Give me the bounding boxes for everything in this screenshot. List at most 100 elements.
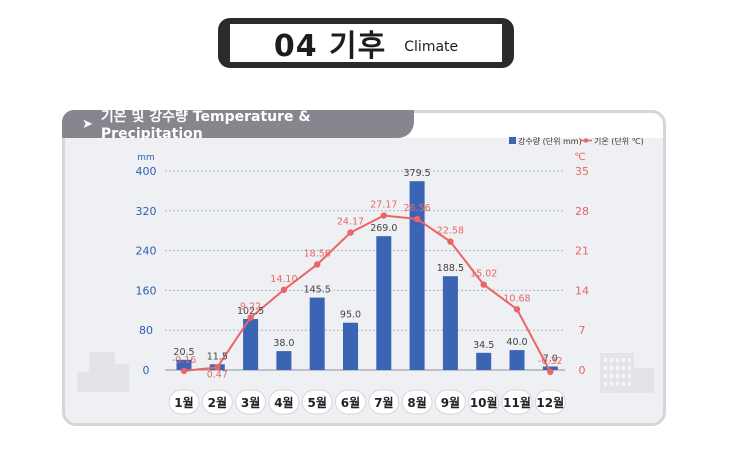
precipitation-value-label: 11.5 bbox=[207, 351, 228, 362]
right-axis-tick-label: 14 bbox=[575, 284, 589, 297]
temperature-point bbox=[380, 212, 387, 219]
building-window bbox=[604, 382, 607, 386]
building-window bbox=[610, 374, 613, 378]
month-pill bbox=[401, 389, 433, 415]
precipitation-value-label: 379.5 bbox=[403, 168, 430, 179]
month-pill bbox=[268, 389, 300, 415]
building-window bbox=[628, 358, 631, 362]
building-window bbox=[628, 366, 631, 370]
precipitation-value-label: 38.0 bbox=[273, 338, 294, 349]
month-label: 4월 bbox=[274, 395, 293, 410]
section-subtitle: Climate bbox=[404, 39, 459, 55]
building-window bbox=[604, 374, 607, 378]
left-axis-tick-label: 80 bbox=[139, 324, 153, 337]
month-label: 1월 bbox=[174, 395, 193, 410]
building-window bbox=[604, 358, 607, 362]
month-label: 8월 bbox=[407, 395, 426, 410]
right-axis-tick-label: 35 bbox=[575, 165, 589, 178]
temperature-value-label: 18.56 bbox=[304, 248, 331, 259]
chart-panel-title: 기온 및 강수량 Temperature & Precipitation bbox=[100, 109, 311, 142]
temperature-value-label: -0.32 bbox=[538, 356, 563, 367]
section-header-inner: 04 기후 Climate bbox=[230, 24, 502, 64]
building-window bbox=[622, 366, 625, 370]
temperature-value-label: 22.58 bbox=[437, 226, 464, 237]
precipitation-bar bbox=[542, 366, 558, 370]
month-label: 9월 bbox=[441, 395, 460, 410]
month-pill bbox=[501, 389, 533, 415]
temperature-value-label: 10.68 bbox=[503, 293, 530, 304]
building-window bbox=[616, 366, 619, 370]
building-decoration bbox=[77, 372, 89, 392]
left-axis-tick-label: 400 bbox=[136, 165, 157, 178]
temperature-point bbox=[513, 306, 521, 313]
precipitation-bar bbox=[276, 351, 292, 370]
right-axis-tick-label: 0 bbox=[579, 364, 586, 377]
right-axis-tick-label: 7 bbox=[579, 324, 586, 337]
legend-precipitation-label: 강수량 (단위 mm) bbox=[518, 136, 582, 146]
month-label: 5월 bbox=[308, 395, 327, 410]
building-window bbox=[628, 374, 631, 378]
precipitation-bar bbox=[176, 359, 192, 370]
building-decoration bbox=[634, 368, 654, 393]
temperature-point bbox=[447, 238, 454, 245]
left-axis-tick-label: 240 bbox=[136, 245, 157, 258]
precipitation-bar bbox=[243, 319, 259, 370]
right-axis-unit: ℃ bbox=[574, 152, 585, 163]
temperature-point bbox=[280, 286, 288, 294]
precipitation-value-label: 40.0 bbox=[506, 337, 527, 348]
month-pill bbox=[168, 389, 200, 415]
legend-temperature-label: 기온 (단위 ℃) bbox=[594, 136, 644, 146]
precipitation-value-label: 7.0 bbox=[543, 354, 558, 365]
month-label: 11월 bbox=[503, 395, 531, 410]
precipitation-bar bbox=[409, 181, 425, 370]
precipitation-bar bbox=[442, 276, 458, 370]
precipitation-value-label: 145.5 bbox=[304, 285, 331, 296]
building-window bbox=[622, 382, 625, 386]
month-label: 12월 bbox=[536, 395, 564, 410]
month-label: 2월 bbox=[208, 395, 227, 410]
navigation-arrow-icon: ➤ bbox=[82, 116, 93, 132]
left-axis-tick-label: 0 bbox=[143, 364, 150, 377]
building-decoration bbox=[115, 364, 129, 392]
chart-panel-background bbox=[65, 138, 663, 423]
temperature-value-label: 26.56 bbox=[403, 203, 430, 214]
month-pill bbox=[534, 389, 566, 415]
building-window bbox=[616, 374, 619, 378]
legend-line-marker bbox=[583, 138, 589, 143]
temperature-line bbox=[183, 214, 552, 373]
precipitation-value-label: 188.5 bbox=[437, 263, 464, 274]
building-window bbox=[610, 382, 613, 386]
temperature-value-label: 9.22 bbox=[240, 302, 261, 313]
right-axis-tick-label: 21 bbox=[575, 245, 589, 258]
month-pill bbox=[434, 389, 466, 415]
precipitation-value-label: 102.5 bbox=[237, 306, 264, 317]
month-pill bbox=[301, 389, 333, 415]
precipitation-bar bbox=[509, 350, 525, 370]
month-label: 6월 bbox=[341, 395, 360, 410]
building-window bbox=[616, 358, 619, 362]
temperature-point bbox=[480, 281, 487, 288]
temperature-point bbox=[547, 368, 554, 376]
temperature-point bbox=[180, 367, 188, 375]
building-window bbox=[616, 382, 619, 386]
building-decoration bbox=[89, 352, 115, 392]
temperature-value-label: 0.47 bbox=[207, 369, 228, 380]
precipitation-value-label: 269.0 bbox=[370, 223, 397, 234]
left-axis-tick-label: 320 bbox=[136, 205, 157, 218]
building-window bbox=[622, 358, 625, 362]
temperature-point bbox=[413, 215, 421, 223]
temperature-value-label: 24.17 bbox=[337, 217, 364, 228]
precipitation-bar bbox=[376, 236, 392, 370]
building-window bbox=[628, 382, 631, 386]
building-window bbox=[610, 366, 613, 370]
month-pill bbox=[368, 389, 400, 415]
chart-panel-tab: ➤ 기온 및 강수량 Temperature & Precipitation bbox=[62, 109, 414, 142]
precipitation-value-label: 95.0 bbox=[340, 310, 361, 321]
building-window bbox=[604, 366, 607, 370]
right-axis-tick-label: 28 bbox=[575, 205, 589, 218]
precipitation-bar bbox=[309, 297, 325, 370]
month-label: 7월 bbox=[374, 395, 393, 410]
temperature-point bbox=[314, 261, 321, 268]
building-window bbox=[622, 374, 625, 378]
